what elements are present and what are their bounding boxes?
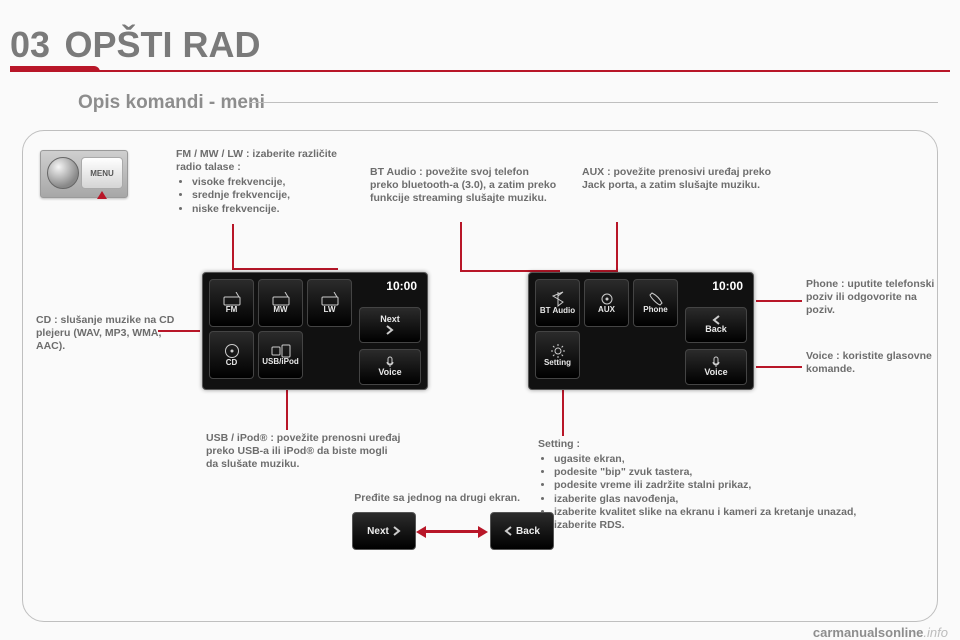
callout-swipe: Pređite sa jednog na drugi ekran. xyxy=(330,492,520,505)
watermark-b: .info xyxy=(923,625,948,640)
callout-fm-item: srednje frekvencije, xyxy=(192,189,356,202)
cd-icon xyxy=(224,343,240,359)
tile-cd[interactable]: CD xyxy=(209,331,254,379)
chapter-number: 03 xyxy=(10,24,50,65)
connector-line xyxy=(756,300,802,302)
radio-icon xyxy=(321,292,339,306)
section-rule xyxy=(250,102,938,103)
connector-line xyxy=(232,224,234,270)
callout-fm-item: niske frekvencije. xyxy=(192,203,356,216)
connector-line xyxy=(158,330,200,332)
side-buttons: Back Voice xyxy=(685,307,747,385)
tile-bt-audio[interactable]: BT Audio xyxy=(535,279,580,327)
usb-icon xyxy=(271,344,291,358)
side-voice[interactable]: Voice xyxy=(359,349,421,385)
radio-icon xyxy=(223,292,241,306)
tile-mw[interactable]: MW xyxy=(258,279,303,327)
mini-back-button[interactable]: Back xyxy=(490,512,554,550)
tile-usb-ipod[interactable]: USB/iPod xyxy=(258,331,303,379)
connector-line xyxy=(756,366,802,368)
page: 03 OPŠTI RAD Opis komandi - meni MENU FM… xyxy=(0,0,960,640)
side-label: Voice xyxy=(704,368,727,377)
side-label: Next xyxy=(380,315,400,324)
rotary-knob-icon xyxy=(47,157,79,189)
callout-aux: AUX : povežite prenosivi uređaj preko Ja… xyxy=(582,166,782,192)
callout-setting-item: izaberite RDS. xyxy=(554,519,898,532)
arrow-up-icon xyxy=(97,191,107,199)
callout-setting-list: ugasite ekran, podesite "bip" zvuk taste… xyxy=(538,453,898,532)
callout-voice: Voice : koristite glasovne komande. xyxy=(806,350,942,376)
callout-setting-item: ugasite ekran, xyxy=(554,453,898,466)
clock-label: 10:00 xyxy=(712,279,743,293)
watermark-a: carmanualsonline xyxy=(813,625,924,640)
tile-aux[interactable]: AUX xyxy=(584,279,629,327)
menu-button[interactable]: MENU xyxy=(81,157,123,189)
header-rule xyxy=(10,70,950,72)
gear-icon xyxy=(550,343,566,359)
connector-line xyxy=(616,222,618,272)
callout-fm-item: visoke frekvencije, xyxy=(192,176,356,189)
side-voice[interactable]: Voice xyxy=(685,349,747,385)
callout-fm: FM / MW / LW : izaberite različite radio… xyxy=(176,148,356,216)
tile-grid: FM MW LW CD USB/iPod xyxy=(209,279,352,379)
device-screen-right: 10:00 BT Audio AUX Phone Setting Back Vo… xyxy=(528,272,754,390)
side-label: Back xyxy=(705,325,727,334)
connector-line xyxy=(562,388,564,436)
aux-icon xyxy=(600,292,614,306)
callout-fm-list: visoke frekvencije, srednje frekvencije,… xyxy=(176,176,356,215)
callout-usb: USB / iPod® : povežite prenosni uređaj p… xyxy=(206,432,402,471)
chapter-header: 03 OPŠTI RAD xyxy=(10,24,950,66)
callout-fm-head: FM / MW / LW : izaberite različite radio… xyxy=(176,148,337,173)
tile-phone[interactable]: Phone xyxy=(633,279,678,327)
tile-lw[interactable]: LW xyxy=(307,279,352,327)
tile-setting[interactable]: Setting xyxy=(535,331,580,379)
side-label: Voice xyxy=(378,368,401,377)
tile-label: Phone xyxy=(643,306,667,314)
tile-label: CD xyxy=(226,359,238,367)
callout-setting-item: izaberite glas navođenja, xyxy=(554,493,898,506)
hardware-menu-button: MENU xyxy=(40,150,128,198)
callout-setting-item: podesite vreme ili zadržite stalni prika… xyxy=(554,479,898,492)
side-next[interactable]: Next xyxy=(359,307,421,343)
callout-setting-head: Setting : xyxy=(538,438,580,450)
tile-label: FM xyxy=(226,306,238,314)
tile-label: MW xyxy=(273,306,287,314)
watermark: carmanualsonline.info xyxy=(813,625,948,640)
callout-setting-item: podesite "bip" zvuk tastera, xyxy=(554,466,898,479)
tile-fm[interactable]: FM xyxy=(209,279,254,327)
callout-phone: Phone : uputite telefonski poziv ili odg… xyxy=(806,278,942,317)
callout-bt: BT Audio : povežite svoj telefon preko b… xyxy=(370,166,560,205)
side-back[interactable]: Back xyxy=(685,307,747,343)
chevron-left-icon xyxy=(504,526,512,536)
connector-line xyxy=(460,222,462,272)
tile-label: Setting xyxy=(544,359,571,367)
side-buttons: Next Voice xyxy=(359,307,421,385)
connector-line xyxy=(232,268,338,270)
callout-setting: Setting : ugasite ekran, podesite "bip" … xyxy=(538,438,898,532)
callout-setting-item: izaberite kvalitet slike na ekranu i kam… xyxy=(554,506,898,519)
mini-back-label: Back xyxy=(516,526,540,537)
callout-cd: CD : slušanje muzike na CD plejeru (WAV,… xyxy=(36,314,192,353)
menu-button-label: MENU xyxy=(90,169,114,178)
mini-next-button[interactable]: Next xyxy=(352,512,416,550)
phone-icon xyxy=(649,292,663,306)
mini-next-label: Next xyxy=(367,526,389,537)
tile-grid: BT Audio AUX Phone Setting xyxy=(535,279,678,379)
bluetooth-icon xyxy=(552,291,564,307)
clock-label: 10:00 xyxy=(386,279,417,293)
section-title: Opis komandi - meni xyxy=(78,92,265,114)
chapter-title: OPŠTI RAD xyxy=(65,24,261,65)
radio-icon xyxy=(272,292,290,306)
chevron-right-icon xyxy=(386,325,394,335)
connector-line xyxy=(286,388,288,430)
tile-label: USB/iPod xyxy=(262,358,298,366)
tile-label: AUX xyxy=(598,306,615,314)
tile-label: BT Audio xyxy=(540,307,575,315)
double-arrow-icon xyxy=(424,530,480,533)
chevron-right-icon xyxy=(393,526,401,536)
tile-label: LW xyxy=(324,306,336,314)
device-screen-left: 10:00 FM MW LW CD USB/iPod Next Voice xyxy=(202,272,428,390)
